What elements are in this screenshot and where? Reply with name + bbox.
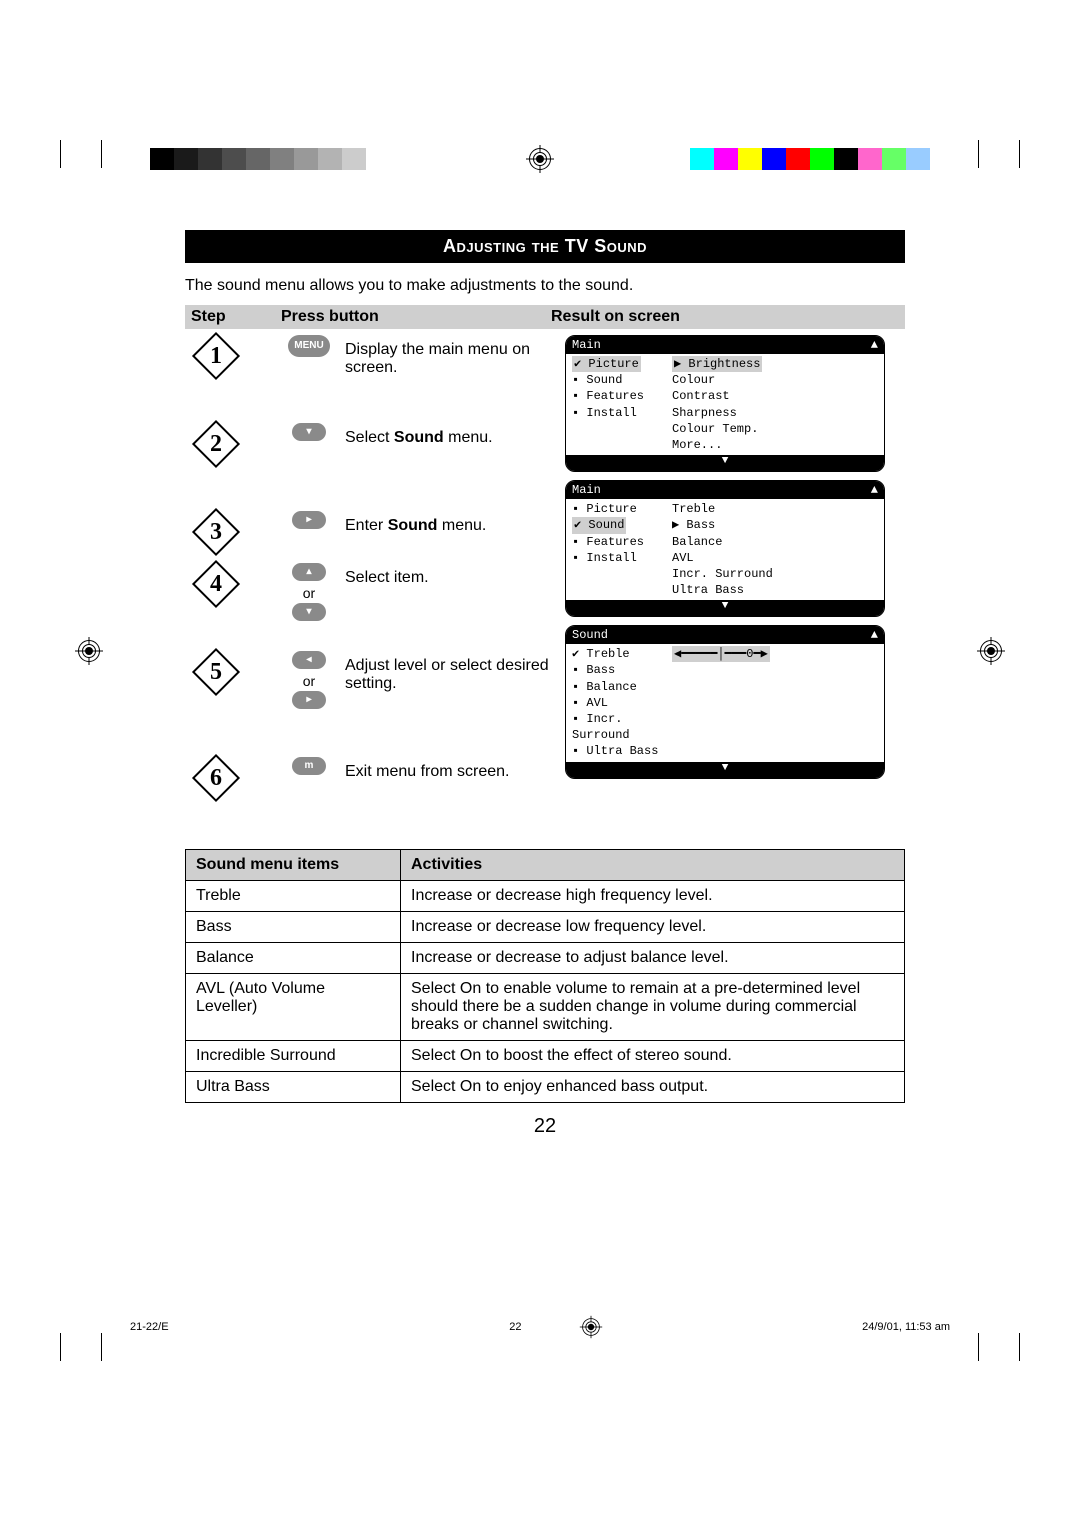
registration-mark-icon (980, 640, 1002, 662)
tv-screen-panel: Main▲▪ Picture Treble✔ Sound▶ Bass▪ Feat… (565, 480, 885, 617)
sound-item-name: Balance (186, 943, 401, 974)
sound-items-table: Sound menu items Activities TrebleIncrea… (185, 849, 905, 1103)
step-description: Enter Sound menu. (345, 511, 486, 535)
sound-item-name: Incredible Surround (186, 1041, 401, 1072)
sound-item-activity: Select On to enjoy enhanced bass output. (401, 1072, 905, 1103)
button-column: MENU (283, 335, 335, 359)
step-row: 2 ▾ Select Sound menu. (185, 423, 565, 465)
step-number-diamond: 3 (195, 511, 237, 553)
remote-button: ▾ (292, 603, 326, 621)
step-number-diamond: 4 (195, 563, 237, 605)
steps-column: 1 MENU Display the main menu on screen. 2 ▾ S… (185, 335, 565, 845)
step-row: 4 ▴ or ▾ Select item. (185, 563, 565, 623)
sound-item-activity: Increase or decrease low frequency level… (401, 912, 905, 943)
remote-button: ◂ (292, 651, 326, 669)
step-number-diamond: 2 (195, 423, 237, 465)
button-column: ▾ (283, 423, 335, 443)
table-row: BassIncrease or decrease low frequency l… (186, 912, 905, 943)
calibration-bar (150, 148, 930, 170)
table-row: BalanceIncrease or decrease to adjust ba… (186, 943, 905, 974)
step-number-diamond: 1 (195, 335, 237, 377)
button-column: ◂ or ▸ (283, 651, 335, 711)
remote-button: MENU (288, 335, 329, 357)
imprint-footer: 21-22/E 22 24/9/01, 11:53 am (130, 1321, 950, 1333)
sound-item-name: Treble (186, 881, 401, 912)
step-description: Select item. (345, 563, 429, 587)
sound-item-activity: Select On to boost the effect of stereo … (401, 1041, 905, 1072)
remote-button: ▸ (292, 691, 326, 709)
step-description: Display the main menu on screen. (345, 335, 565, 377)
table-header-items: Sound menu items (186, 850, 401, 881)
remote-button: ▾ (292, 423, 326, 441)
sound-item-name: Bass (186, 912, 401, 943)
step-description: Exit menu from screen. (345, 757, 510, 781)
step-description: Select Sound menu. (345, 423, 493, 447)
sound-item-name: AVL (Auto Volume Leveller) (186, 974, 401, 1041)
or-label: or (303, 585, 315, 601)
table-header-activities: Activities (401, 850, 905, 881)
button-column: ▴ or ▾ (283, 563, 335, 623)
intro-text: The sound menu allows you to make adjust… (185, 277, 905, 295)
result-screens: Main▲✔ Picture▶ Brightness▪ Sound Colour… (565, 335, 905, 845)
step-row: 5 ◂ or ▸ Adjust level or select desired sett… (185, 651, 565, 711)
header-press: Press button (281, 308, 551, 326)
table-row: Incredible SurroundSelect On to boost th… (186, 1041, 905, 1072)
step-row: 3 ▸ Enter Sound menu. (185, 511, 565, 553)
crop-marks-bottom (0, 1333, 1080, 1363)
button-column: ▸ (283, 511, 335, 531)
table-row: TrebleIncrease or decrease high frequenc… (186, 881, 905, 912)
button-column: m (283, 757, 335, 777)
registration-mark-icon (529, 148, 551, 170)
step-number-diamond: 5 (195, 651, 237, 693)
remote-button: ▸ (292, 511, 326, 529)
remote-button: ▴ (292, 563, 326, 581)
footer-right: 24/9/01, 11:53 am (862, 1321, 950, 1333)
table-row: Ultra BassSelect On to enjoy enhanced ba… (186, 1072, 905, 1103)
section-title: Adjusting the TV Sound (185, 230, 905, 263)
header-step: Step (191, 308, 281, 326)
footer-left: 21-22/E (130, 1321, 169, 1333)
step-description: Adjust level or select desired setting. (345, 651, 565, 693)
step-number-diamond: 6 (195, 757, 237, 799)
steps-header-row: Step Press button Result on screen (185, 305, 905, 329)
sound-item-activity: Increase or decrease high frequency leve… (401, 881, 905, 912)
step-row: 6 m Exit menu from screen. (185, 757, 565, 799)
registration-mark-icon (78, 640, 100, 662)
header-result: Result on screen (551, 308, 899, 326)
sound-item-activity: Increase or decrease to adjust balance l… (401, 943, 905, 974)
tv-screen-panel: Main▲✔ Picture▶ Brightness▪ Sound Colour… (565, 335, 885, 472)
step-row: 1 MENU Display the main menu on screen. (185, 335, 565, 377)
table-row: AVL (Auto Volume Leveller)Select On to e… (186, 974, 905, 1041)
remote-button: m (292, 757, 326, 775)
or-label: or (303, 673, 315, 689)
page-number: 22 (185, 1115, 905, 1138)
sound-item-name: Ultra Bass (186, 1072, 401, 1103)
tv-screen-panel: Sound▲✔ Treble◀━━━━━│━━━0━▶▪ Bass▪ Balan… (565, 625, 885, 778)
sound-item-activity: Select On to enable volume to remain at … (401, 974, 905, 1041)
footer-center: 22 (509, 1321, 521, 1333)
